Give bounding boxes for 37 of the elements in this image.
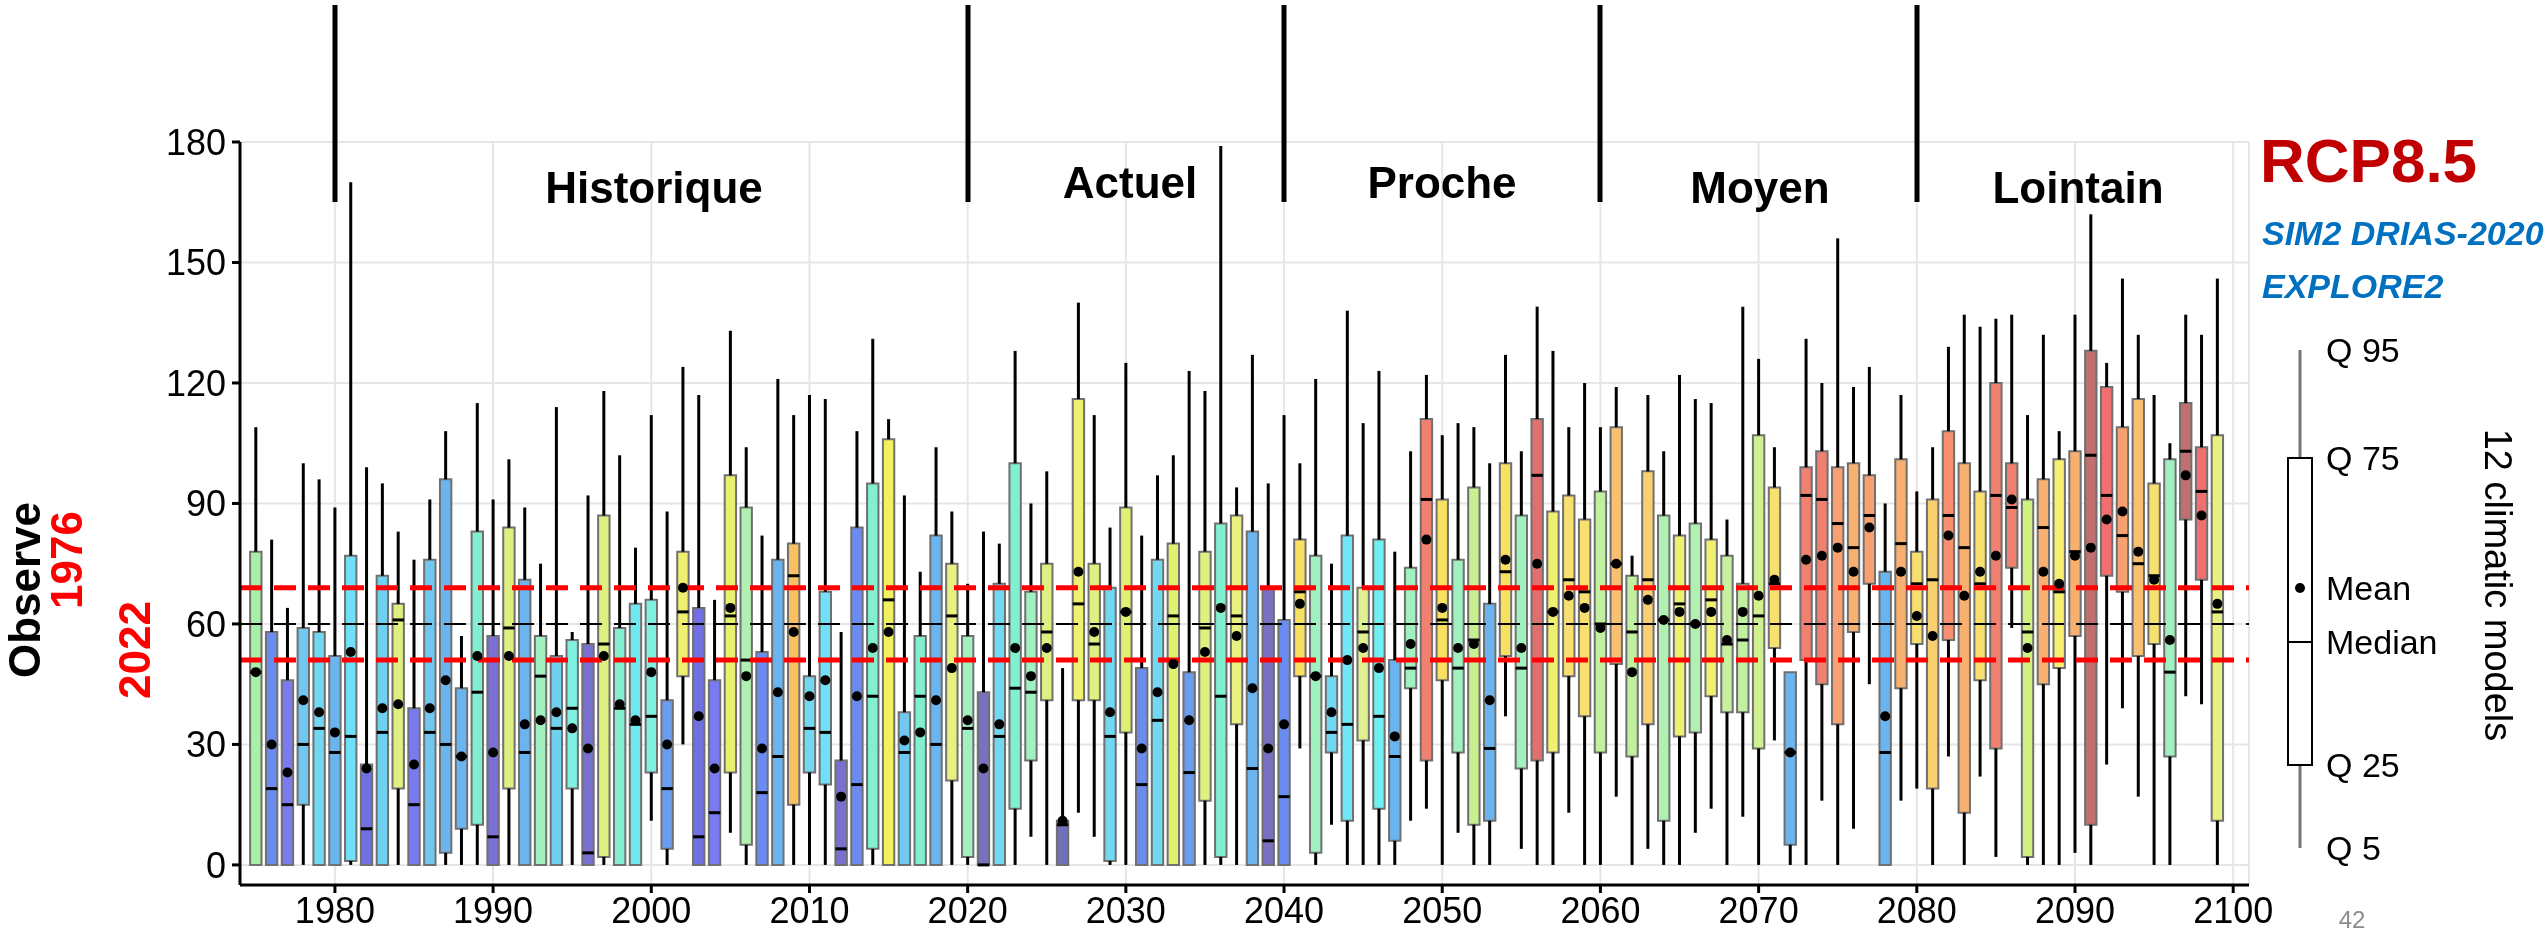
x-tick-label: 2040 [1244,889,1325,931]
annotation: Actuel [1062,158,1198,207]
text: Mean [2326,569,2412,607]
y-tick-label: 120 [165,362,226,404]
x-tick-label: 2100 [2193,889,2274,931]
x-tick-label: 1980 [294,889,375,931]
y-tick-label: 90 [185,483,226,525]
text: Q 95 [2326,331,2400,369]
y-tick-label: 60 [185,603,226,645]
y-tick-label: 0 [205,844,226,886]
x-tick-label: 1990 [453,889,534,931]
text: 2022 [109,601,159,699]
x-tick-label: 2020 [927,889,1008,931]
y-tick-label: 150 [165,242,226,284]
text: SIM2 DRIAS-2020 [2262,214,2544,252]
x-tick-label: 2090 [2034,889,2116,931]
x-tick-label: 2030 [1085,889,1166,931]
text: EXPLORE2 [2262,267,2444,305]
annotation: Moyen [1690,163,1830,212]
annotation: Proche [1367,158,1517,207]
text: Q 75 [2326,439,2400,477]
text: 12 climatic models [2476,428,2519,742]
annotation: Lointain [1992,163,2164,212]
x-tick-label: 2010 [769,889,850,931]
x-tick-label: 2070 [1718,889,1799,931]
x-tick-label: 2060 [1560,889,1641,931]
y-tick-label: 180 [165,121,226,163]
x-tick-label: 2080 [1876,889,1957,931]
x-tick-label: 2000 [611,889,692,931]
y-tick-label: 30 [185,724,226,766]
text: 42 [2338,906,2366,933]
text: Median [2326,623,2438,661]
annotation: Historique [545,163,763,212]
x-tick-label: 2050 [1402,889,1483,931]
text: Q 25 [2326,746,2400,784]
text: Q 5 [2326,829,2381,867]
chart-title: RCP8.5 [2260,126,2478,195]
